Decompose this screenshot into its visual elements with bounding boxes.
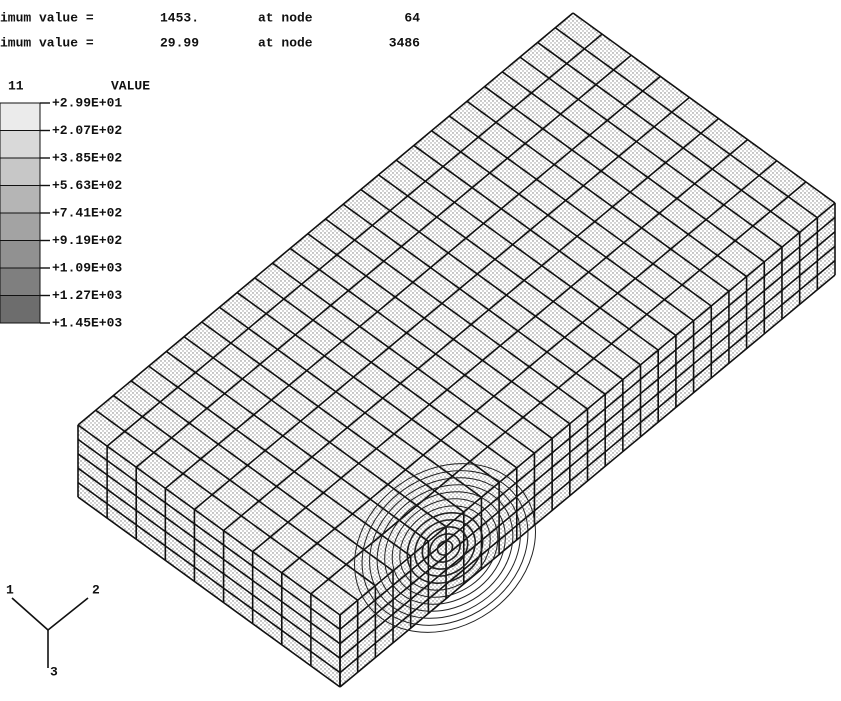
legend-band xyxy=(0,131,40,159)
legend-band xyxy=(0,213,40,241)
axis-triad xyxy=(12,598,88,668)
header-node: 64 xyxy=(404,10,420,25)
triad-axis xyxy=(12,598,48,630)
header-value: 1453. xyxy=(160,10,199,25)
triad-label: 1 xyxy=(6,582,14,597)
legend-label: +5.63E+02 xyxy=(52,178,122,193)
header-node-label: at node xyxy=(258,10,313,25)
legend-label: +2.07E+02 xyxy=(52,123,122,138)
legend-band xyxy=(0,158,40,186)
page: imum value = 1453. at node 64 imum value… xyxy=(0,0,841,701)
legend-label: +1.27E+03 xyxy=(52,288,122,303)
header-node: 3486 xyxy=(389,35,420,50)
legend-column: VALUE xyxy=(111,78,150,93)
legend-band xyxy=(0,186,40,214)
legend-label: +2.99E+01 xyxy=(52,95,122,110)
legend-band xyxy=(0,103,40,131)
legend-band xyxy=(0,296,40,324)
legend-band xyxy=(0,241,40,269)
header-label: imum value = xyxy=(0,10,94,25)
header-value: 29.99 xyxy=(160,35,199,50)
header-node-label: at node xyxy=(258,35,313,50)
header-label: imum value = xyxy=(0,35,94,50)
legend-label: +7.41E+02 xyxy=(52,205,122,220)
legend-label: +1.09E+03 xyxy=(52,260,122,275)
legend-title: 11 xyxy=(8,78,24,93)
triad-label: 2 xyxy=(92,582,100,597)
legend-band xyxy=(0,268,40,296)
legend-label: +3.85E+02 xyxy=(52,150,122,165)
legend-label: +9.19E+02 xyxy=(52,233,122,248)
legend-label: +1.45E+03 xyxy=(52,315,122,330)
triad-label: 3 xyxy=(50,664,58,679)
triad-axis xyxy=(48,598,88,630)
legend: +2.99E+01 +2.07E+02 +3.85E+02 +5.63E+02 +7.4… xyxy=(0,95,122,330)
